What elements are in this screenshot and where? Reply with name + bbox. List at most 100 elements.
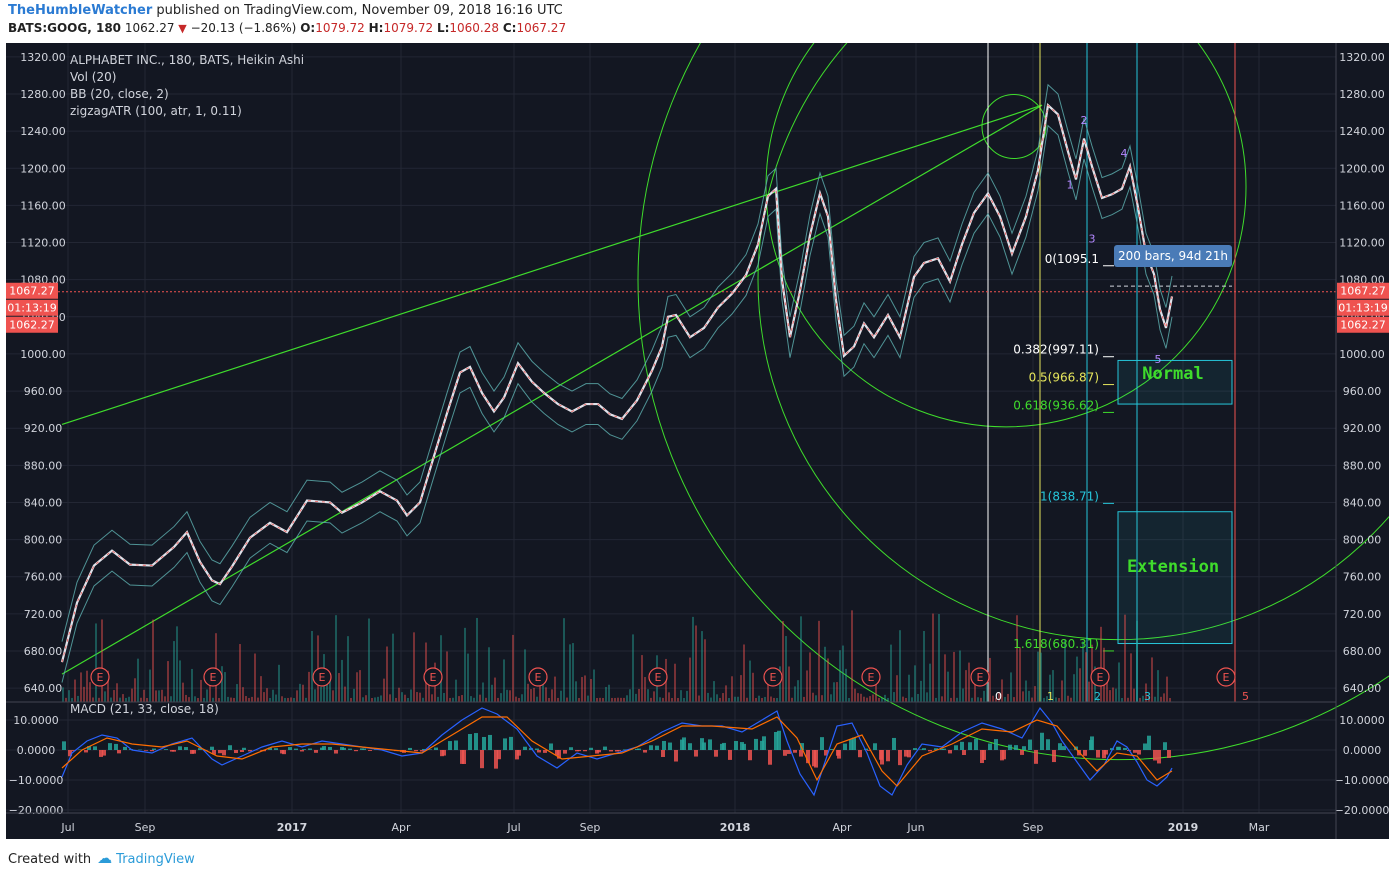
volume-bar	[1034, 686, 1036, 702]
volume-bar	[596, 697, 598, 702]
volume-bar	[356, 672, 358, 702]
volume-bar	[1133, 688, 1135, 702]
volume-bar	[293, 697, 295, 702]
volume-bar	[1082, 641, 1084, 702]
volume-bar	[185, 694, 187, 702]
author-link[interactable]: TheHumbleWatcher	[8, 3, 153, 18]
volume-bar	[959, 650, 961, 702]
volume-bar	[335, 615, 337, 702]
volume-bar	[947, 671, 949, 702]
macd-histogram-bar	[1046, 739, 1050, 750]
macd-histogram-bar	[722, 742, 726, 750]
earnings-marker-label: E	[1223, 671, 1230, 684]
volume-bar	[893, 692, 895, 702]
volume-bar	[605, 686, 607, 702]
price-line-red	[61, 104, 1173, 663]
macd-histogram-bar	[1163, 742, 1167, 750]
wave-label: 3	[1089, 233, 1096, 246]
volume-bar	[632, 634, 634, 702]
volume-bar	[347, 636, 349, 702]
price-tag-box	[1337, 316, 1389, 333]
volume-bar	[878, 697, 880, 702]
volume-bar	[617, 697, 619, 702]
macd-tick-left: 0.0000	[17, 744, 56, 757]
time-tick-label: Jul	[60, 821, 74, 834]
volume-bar	[989, 657, 991, 702]
price-tick-right: 1280.00	[1339, 88, 1385, 101]
volume-bar	[209, 679, 211, 702]
volume-bar	[629, 689, 631, 702]
volume-bar	[842, 645, 844, 702]
volume-bar	[881, 697, 883, 702]
volume-bar	[998, 692, 1000, 702]
tradingview-link[interactable]: TradingView	[116, 852, 195, 867]
macd-histogram-bar	[928, 750, 932, 752]
macd-histogram-bar	[754, 738, 758, 750]
volume-bar	[791, 697, 793, 702]
macd-histogram-bar	[988, 743, 992, 750]
legend-zigzag: zigzagATR (100, atr, 1, 0.11)	[70, 104, 242, 118]
macd-histogram-bar	[962, 750, 966, 756]
volume-bar	[311, 630, 313, 702]
volume-bar	[1055, 697, 1057, 702]
extension-box	[1117, 511, 1233, 645]
volume-bar	[80, 672, 82, 702]
macd-histogram-bar	[1002, 750, 1006, 760]
earnings-marker-label: E	[655, 671, 662, 684]
volume-bar	[194, 696, 196, 702]
legend-macd: MACD (21, 33, close, 18)	[70, 702, 219, 716]
volume-bar	[641, 655, 643, 702]
volume-bar	[251, 696, 253, 702]
volume-bar	[716, 694, 718, 702]
volume-bar	[845, 668, 847, 702]
volume-bar	[152, 619, 154, 702]
price-tick-left: 800.00	[24, 534, 63, 547]
volume-bar	[254, 653, 256, 702]
price-tick-right: 640.00	[1343, 682, 1382, 695]
volume-bar	[107, 670, 109, 702]
time-tick-label: Sep	[135, 821, 156, 834]
macd-histogram-bar	[867, 750, 871, 751]
volume-bar	[566, 697, 568, 702]
earnings-marker	[970, 667, 990, 687]
macd-histogram-bar	[960, 741, 964, 750]
earnings-marker	[312, 667, 332, 687]
volume-bar	[848, 697, 850, 702]
volume-bar	[986, 682, 988, 702]
volume-bar	[1028, 690, 1030, 702]
volume-bar	[359, 670, 361, 702]
earnings-marker-label: E	[210, 671, 217, 684]
volume-bar	[440, 635, 442, 702]
volume-bar	[1097, 697, 1099, 702]
volume-bar	[365, 695, 367, 702]
earnings-marker-label: E	[868, 671, 875, 684]
volume-bar	[62, 687, 64, 702]
macd-histogram-bar	[777, 730, 781, 750]
macd-histogram-bar	[93, 746, 97, 750]
volume-bar	[668, 692, 670, 702]
macd-histogram-bar	[468, 734, 472, 750]
volume-bar	[992, 695, 994, 702]
macd-histogram-bar	[982, 750, 986, 760]
macd-histogram-bar	[102, 750, 106, 756]
macd-histogram-bar	[820, 737, 824, 750]
volume-bar	[122, 694, 124, 702]
macd-histogram-bar	[1052, 750, 1056, 763]
macd-tick-right: −10.0000	[1335, 774, 1389, 787]
volume-bar	[1007, 693, 1009, 702]
volume-bar	[494, 677, 496, 702]
volume-bar	[905, 697, 907, 702]
macd-histogram-bar	[774, 732, 778, 750]
volume-bar	[521, 694, 523, 702]
footer: Created with ☁ TradingView	[8, 849, 195, 867]
volume-bar	[437, 696, 439, 702]
extension-box-label: Extension	[1127, 557, 1219, 577]
macd-histogram-bar	[617, 750, 621, 751]
volume-bar	[776, 697, 778, 702]
volume-bar	[206, 689, 208, 702]
macd-histogram-bar	[637, 748, 641, 750]
volume-bar	[545, 687, 547, 702]
macd-line	[61, 706, 1173, 797]
volume-bar	[755, 697, 757, 702]
